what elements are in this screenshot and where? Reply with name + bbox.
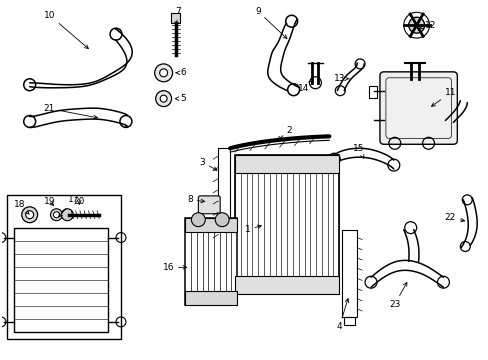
Text: 5: 5	[175, 94, 186, 103]
Text: 1: 1	[244, 225, 261, 234]
Text: 2: 2	[277, 126, 292, 140]
Circle shape	[53, 212, 60, 218]
Circle shape	[154, 64, 172, 82]
Text: 11: 11	[431, 88, 455, 106]
Bar	[185, 218, 237, 305]
Circle shape	[160, 69, 167, 77]
Text: 10: 10	[44, 11, 88, 49]
Bar	[185, 218, 237, 231]
FancyBboxPatch shape	[379, 72, 456, 144]
Text: 12: 12	[419, 21, 435, 30]
Circle shape	[61, 209, 73, 221]
Text: 14: 14	[297, 81, 312, 93]
Circle shape	[191, 213, 205, 227]
Text: 22: 22	[444, 213, 464, 222]
Bar	[185, 291, 237, 305]
Text: 18: 18	[14, 200, 29, 214]
Circle shape	[21, 207, 38, 223]
Bar	[14, 228, 108, 332]
Text: 3: 3	[199, 158, 217, 170]
Bar	[170, 13, 180, 23]
Bar	[344, 317, 354, 325]
Text: 6: 6	[176, 68, 186, 77]
FancyBboxPatch shape	[198, 196, 220, 214]
Circle shape	[408, 17, 424, 33]
Bar	[342, 230, 356, 317]
Text: 15: 15	[353, 144, 364, 158]
Bar	[7, 195, 121, 339]
Text: 23: 23	[388, 283, 406, 309]
Circle shape	[26, 211, 34, 219]
Bar	[235, 155, 339, 173]
Bar	[218, 148, 230, 243]
Circle shape	[215, 213, 229, 227]
Text: 21: 21	[44, 104, 97, 119]
Text: 16: 16	[163, 263, 186, 272]
Circle shape	[160, 95, 167, 102]
Circle shape	[50, 209, 62, 221]
Text: 13: 13	[333, 74, 348, 83]
Circle shape	[155, 91, 171, 107]
Text: 19: 19	[44, 197, 55, 206]
Text: 7: 7	[175, 7, 181, 26]
Bar	[235, 276, 339, 294]
Text: 9: 9	[255, 7, 286, 39]
Text: 8: 8	[187, 195, 204, 204]
Bar	[235, 155, 339, 294]
Bar	[368, 86, 376, 98]
Text: 17: 17	[59, 195, 79, 217]
Text: 4: 4	[336, 299, 348, 331]
Text: 20: 20	[74, 197, 85, 206]
